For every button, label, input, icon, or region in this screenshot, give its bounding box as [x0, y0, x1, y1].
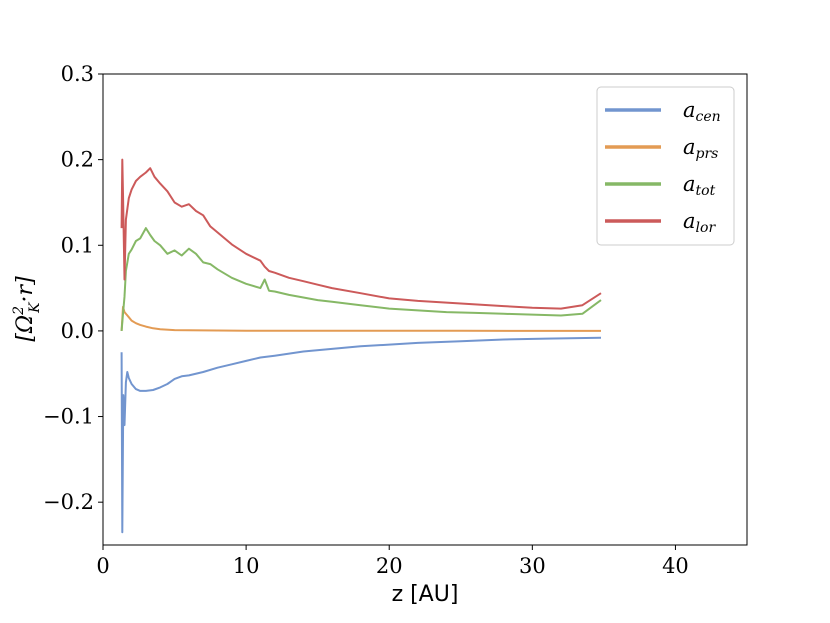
x-axis-ticks: 0 10 20 30 40 [96, 545, 689, 578]
x-axis-label: z [AU] [392, 582, 459, 607]
y-tick-label: −0.2 [43, 490, 94, 514]
series-line-tot [120, 227, 602, 331]
legend-entry-lor: alor [683, 209, 716, 236]
series-line-lor [120, 158, 602, 310]
y-tick-label: 0.3 [61, 62, 94, 86]
x-tick-label: 40 [662, 554, 689, 578]
y-tick-label: −0.1 [43, 405, 94, 429]
legend-entry-prs: aprs [683, 135, 718, 162]
legend-entry-tot: atot [683, 172, 716, 199]
x-tick-label: 30 [519, 554, 546, 578]
x-tick-label: 20 [376, 554, 403, 578]
x-tick-label: 10 [233, 554, 260, 578]
svg-text:[Ω2K·r]: [Ω2K·r] [11, 276, 43, 342]
x-tick-label: 0 [96, 554, 109, 578]
y-axis-ticks: −0.2 −0.1 0.0 0.1 0.2 0.3 [43, 62, 103, 514]
legend-frame [596, 86, 735, 246]
y-axis-label: [Ω2K·r] [11, 276, 43, 342]
legend: acen aprs atot alor [596, 86, 735, 246]
legend-entry-cen: acen [683, 98, 721, 125]
series-line-prs [120, 305, 601, 332]
y-tick-label: 0.1 [61, 233, 94, 257]
series-layer [120, 158, 602, 534]
y-tick-label: 0.2 [61, 148, 94, 172]
y-tick-label: 0.0 [61, 319, 94, 343]
series-line-cen [120, 336, 602, 534]
